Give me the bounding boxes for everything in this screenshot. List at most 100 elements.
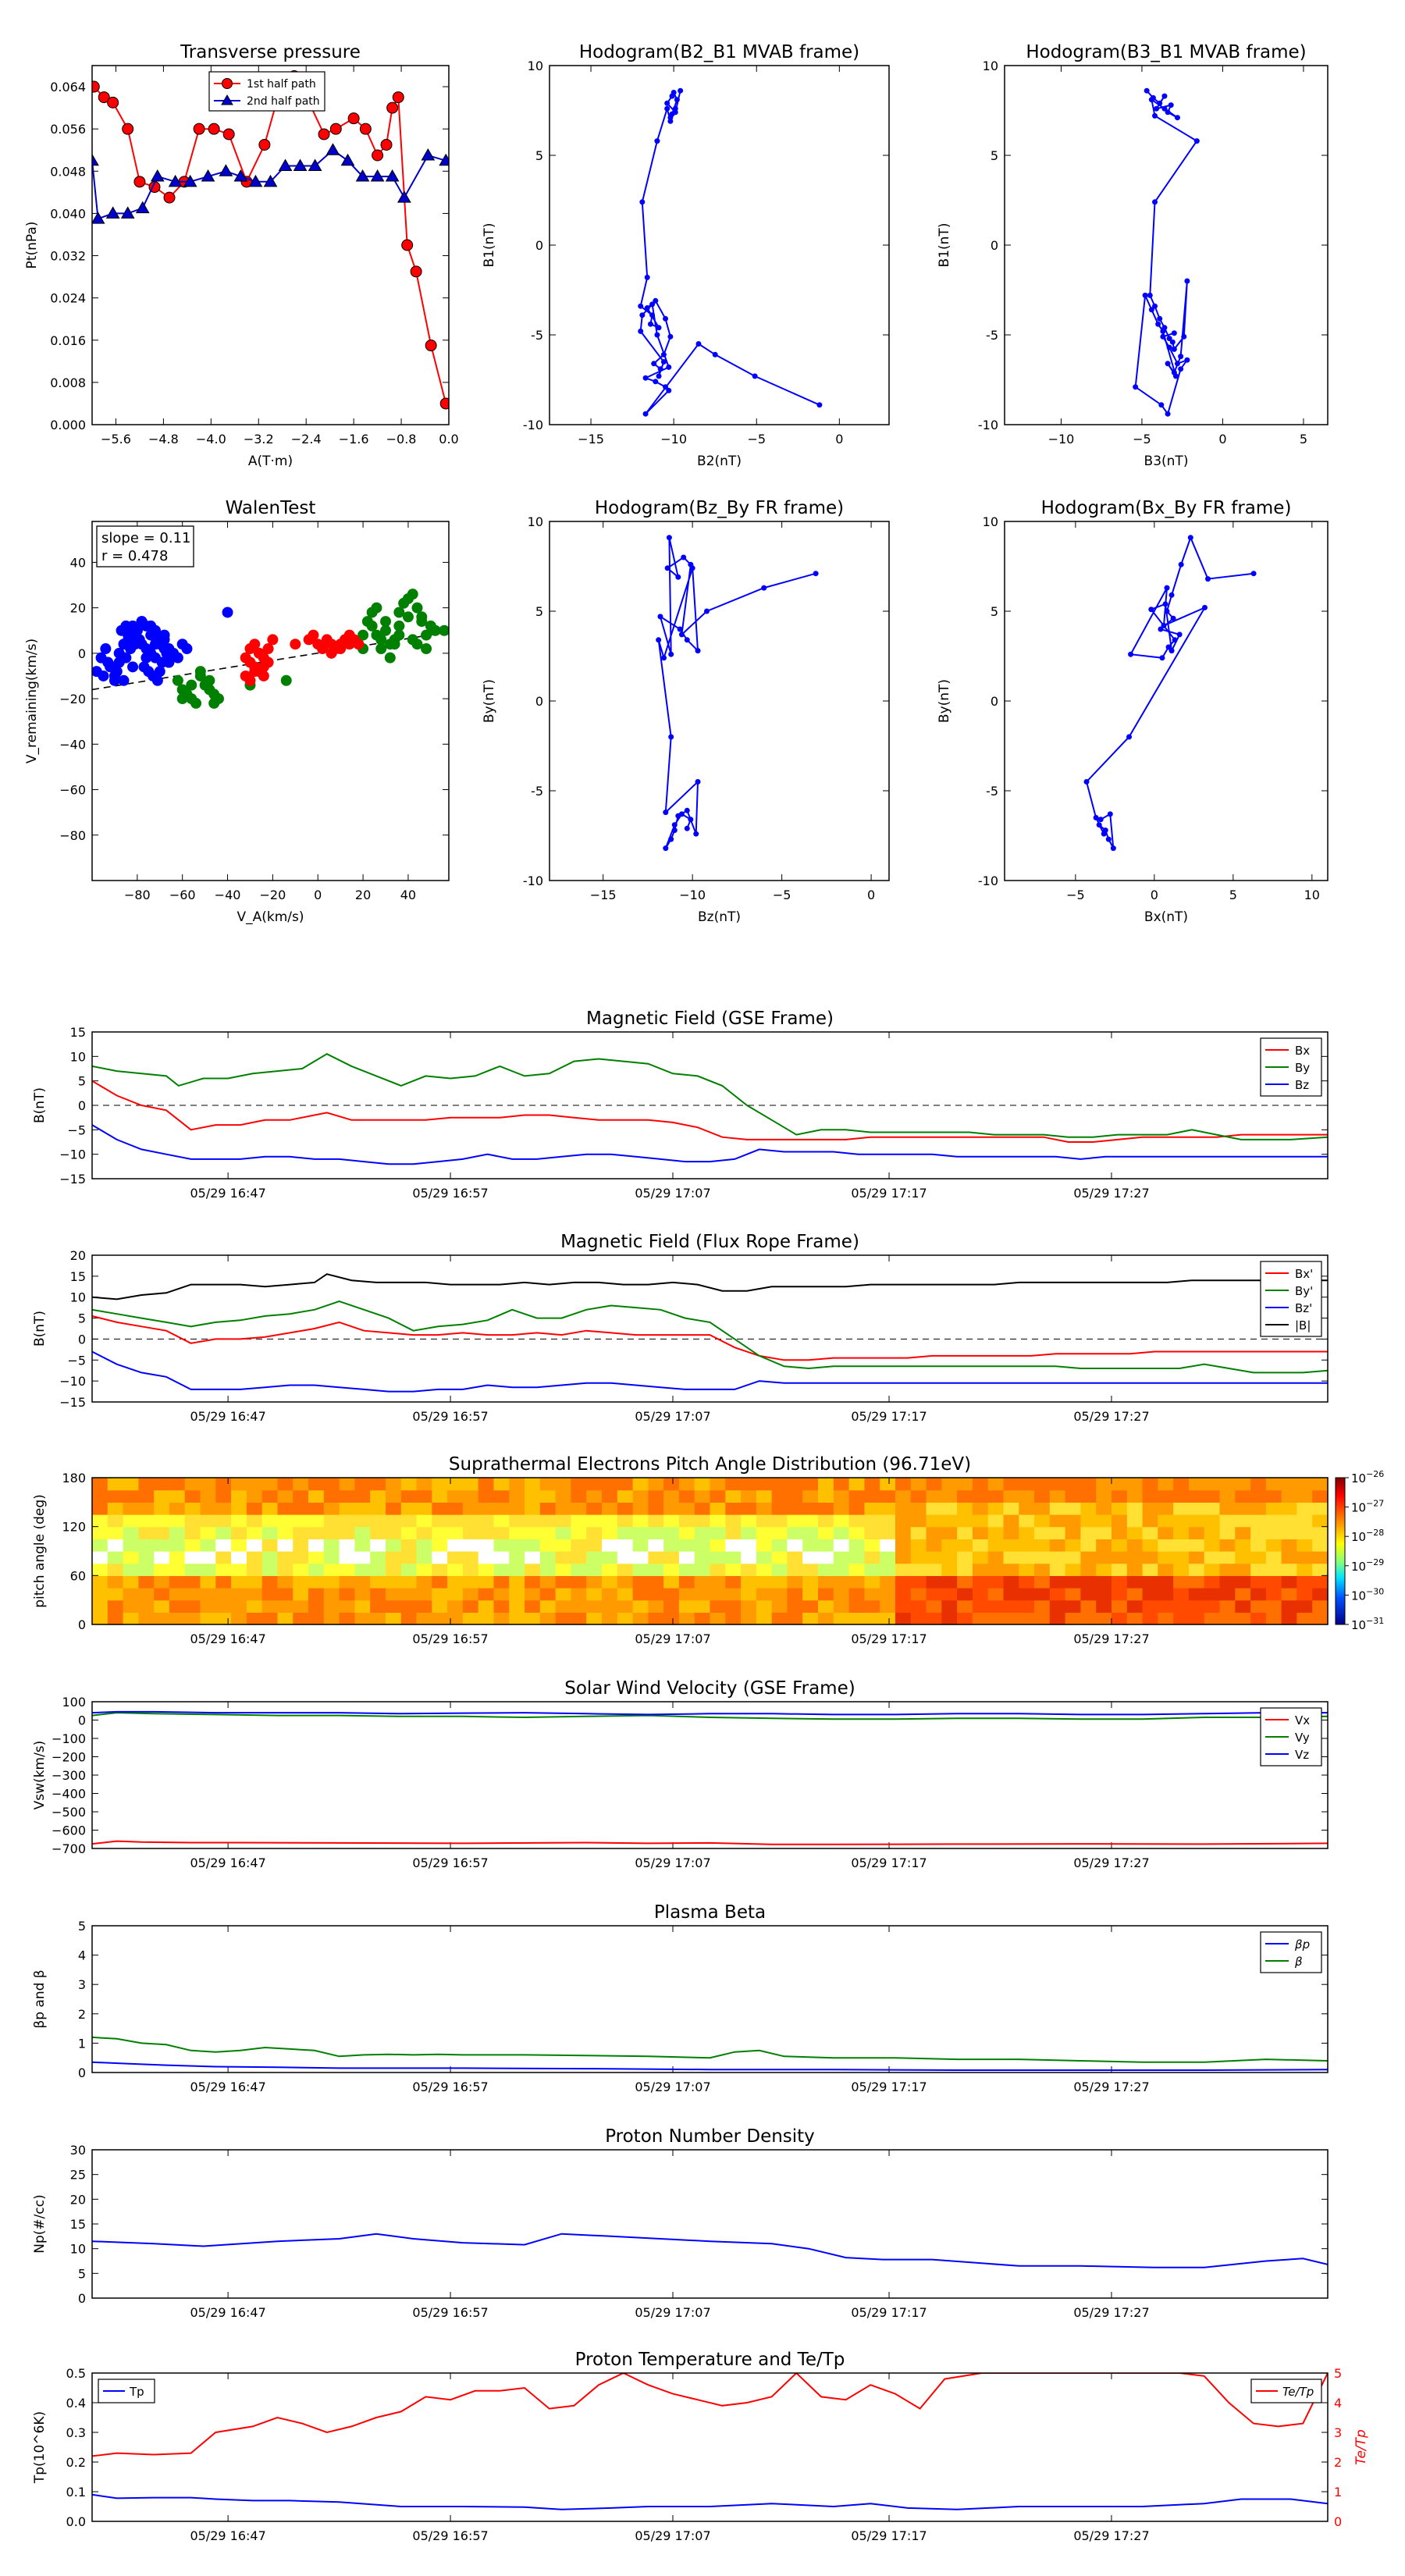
data-point bbox=[123, 634, 134, 646]
heatmap-cell bbox=[895, 1502, 912, 1515]
heatmap-cell bbox=[1112, 1502, 1128, 1515]
data-point bbox=[1165, 644, 1172, 650]
heatmap-cell bbox=[555, 1551, 571, 1564]
heatmap-cell bbox=[710, 1514, 726, 1528]
heatmap-cell bbox=[509, 1612, 525, 1625]
heatmap-cell bbox=[617, 1478, 634, 1491]
heatmap-cell bbox=[123, 1526, 139, 1539]
heatmap-cell bbox=[1003, 1575, 1019, 1589]
heatmap-cell bbox=[1188, 1551, 1205, 1564]
data-point bbox=[1159, 655, 1165, 661]
heatmap-cell bbox=[1065, 1612, 1081, 1625]
heatmap-cell bbox=[493, 1478, 510, 1491]
heatmap-cell bbox=[370, 1539, 386, 1552]
x-tick-label: 05/29 17:17 bbox=[851, 2528, 927, 2543]
data-point bbox=[154, 666, 165, 678]
heatmap-cell bbox=[200, 1612, 216, 1625]
heatmap-cell bbox=[215, 1575, 232, 1589]
heatmap-cell bbox=[138, 1478, 155, 1491]
heatmap-cell bbox=[107, 1526, 124, 1539]
y-tick-label: -10 bbox=[978, 418, 998, 432]
heatmap-cell bbox=[756, 1502, 773, 1515]
heatmap-cell bbox=[400, 1514, 418, 1528]
heatmap-cell bbox=[200, 1489, 216, 1503]
heatmap-cell bbox=[539, 1563, 557, 1576]
heatmap-cell bbox=[771, 1489, 788, 1503]
heatmap-cell bbox=[416, 1514, 432, 1528]
x-tick-label: 05/29 17:07 bbox=[635, 2305, 710, 2320]
legend-marker bbox=[221, 94, 233, 105]
heatmap-cell bbox=[1080, 1563, 1097, 1576]
heatmap-cell bbox=[1112, 1539, 1128, 1552]
heatmap-cell bbox=[1250, 1489, 1267, 1503]
y-tick-label: 0 bbox=[78, 1332, 86, 1347]
data-point bbox=[100, 643, 112, 655]
heatmap-cell bbox=[910, 1612, 927, 1625]
heatmap-cell bbox=[741, 1575, 757, 1589]
heatmap-cell bbox=[107, 1502, 124, 1515]
heatmap-cell bbox=[447, 1489, 464, 1503]
data-point bbox=[664, 100, 670, 106]
heatmap-cell bbox=[1096, 1599, 1112, 1613]
heatmap-cell bbox=[447, 1539, 464, 1552]
heatmap-cell bbox=[525, 1551, 541, 1564]
axes-frame bbox=[91, 1701, 1329, 1849]
heatmap-cell bbox=[741, 1551, 757, 1564]
heatmap-cell bbox=[972, 1575, 989, 1589]
heatmap-cell bbox=[571, 1612, 587, 1625]
heatmap-cell bbox=[277, 1575, 293, 1589]
heatmap-cell bbox=[571, 1599, 587, 1613]
heatmap-cell bbox=[261, 1588, 279, 1601]
heatmap-cell bbox=[555, 1526, 571, 1539]
y-tick-label: -5 bbox=[531, 328, 543, 343]
heatmap-cell bbox=[987, 1575, 1005, 1589]
heatmap-cell bbox=[1173, 1588, 1190, 1601]
heatmap-cell bbox=[787, 1502, 803, 1515]
heatmap-cell bbox=[478, 1563, 495, 1576]
x-tick-label: 5 bbox=[1300, 432, 1307, 447]
x-tick-label: 05/29 17:27 bbox=[1073, 2080, 1149, 2094]
heatmap-cell bbox=[1250, 1514, 1267, 1528]
heatmap-cell bbox=[1250, 1539, 1267, 1552]
heatmap-cell bbox=[1188, 1502, 1205, 1515]
data-point bbox=[193, 123, 205, 135]
heatmap-cell bbox=[293, 1514, 309, 1528]
data-point bbox=[663, 315, 669, 322]
heatmap-cell bbox=[1312, 1575, 1329, 1589]
heatmap-cell bbox=[154, 1551, 170, 1564]
heatmap-cell bbox=[370, 1502, 386, 1515]
heatmap-cell bbox=[663, 1539, 680, 1552]
data-point bbox=[684, 637, 690, 643]
heatmap-cell bbox=[370, 1563, 386, 1576]
heatmap-cell bbox=[632, 1478, 649, 1491]
heatmap-cell bbox=[462, 1612, 479, 1625]
heatmap-cell bbox=[555, 1489, 571, 1503]
heatmap-cell bbox=[1173, 1551, 1190, 1564]
x-tick-label: 05/29 17:07 bbox=[635, 2528, 710, 2543]
heatmap-cell bbox=[200, 1539, 216, 1552]
heatmap-cell bbox=[771, 1514, 788, 1528]
heatmap-cell bbox=[848, 1514, 865, 1528]
heatmap-cell bbox=[617, 1599, 634, 1613]
heatmap-cell bbox=[386, 1563, 402, 1576]
heatmap-cell bbox=[880, 1489, 896, 1503]
data-point bbox=[359, 123, 372, 135]
x-tick-label: 05/29 17:27 bbox=[1073, 1186, 1149, 1201]
heatmap-cell bbox=[802, 1575, 819, 1589]
heatmap-cell bbox=[1003, 1526, 1019, 1539]
y-axis-label: Np(#/cc) bbox=[32, 2194, 48, 2253]
x-tick-label: 10 bbox=[1304, 888, 1320, 902]
heatmap-cell bbox=[138, 1526, 155, 1539]
heatmap-cell bbox=[1250, 1599, 1267, 1613]
heatmap-cell bbox=[771, 1612, 788, 1625]
heatmap-cell bbox=[648, 1478, 664, 1491]
heatmap-cell bbox=[447, 1563, 464, 1576]
heatmap-cell bbox=[1235, 1539, 1251, 1552]
heatmap-cell bbox=[987, 1612, 1005, 1625]
data-point bbox=[168, 174, 183, 187]
y-tick-label: 5 bbox=[991, 604, 998, 619]
heatmap-cell bbox=[447, 1612, 464, 1625]
heatmap-cell bbox=[833, 1514, 850, 1528]
heatmap-cell bbox=[632, 1502, 649, 1515]
chart-h4: Hodogram(Bx_By FR frame) −5 0 5 10 -10 -5 0 5 10 B… bbox=[937, 498, 1329, 925]
